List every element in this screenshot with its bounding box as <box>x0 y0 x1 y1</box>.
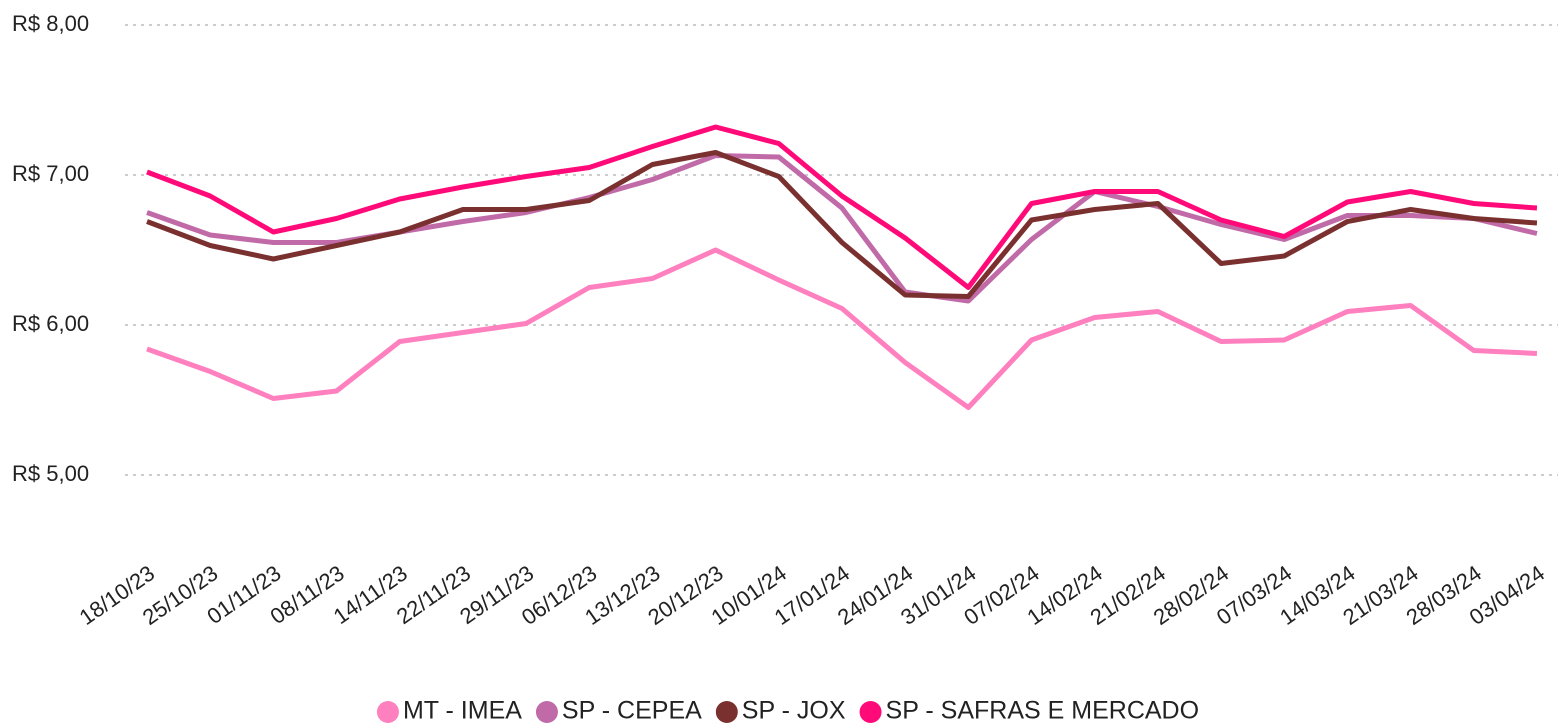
series-line <box>146 150 1538 299</box>
legend-swatch <box>376 701 399 723</box>
legend: MT - IMEA SP - CEPEA SP - JOX SP - SAFRAS E… <box>376 697 1200 725</box>
legend-label: MT - IMEA <box>403 697 522 725</box>
legend-label: SP - JOX <box>742 697 846 725</box>
y-tick-label: R$ 6,00 <box>12 311 89 336</box>
legend-swatch <box>859 701 882 723</box>
legend-swatch <box>715 701 738 723</box>
series-line <box>146 247 1538 410</box>
legend-label: SP - CEPEA <box>562 697 702 725</box>
series-line <box>146 124 1538 290</box>
y-tick-label: R$ 7,00 <box>12 161 89 186</box>
series-line <box>146 153 1538 304</box>
y-tick-label: R$ 5,00 <box>12 461 89 486</box>
legend-swatch <box>535 701 558 723</box>
legend-label: SP - SAFRAS E MERCADO <box>886 697 1200 725</box>
y-tick-label: R$ 8,00 <box>12 11 89 36</box>
